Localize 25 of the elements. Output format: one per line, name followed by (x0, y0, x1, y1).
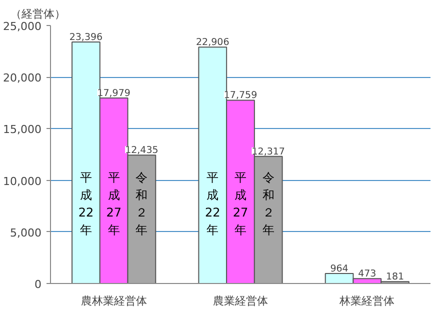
y-tick-label: 0 (34, 278, 42, 291)
y-axis-title: （経営体） (10, 8, 66, 20)
text: 平成27年 (232, 170, 248, 238)
x-tick-label: 林業経営体 (338, 294, 395, 308)
data-label: 473 (358, 268, 376, 280)
series-label: 平成22年 (205, 170, 220, 238)
data-label: 181 (386, 272, 404, 283)
data-label: 17,979 (97, 88, 130, 99)
data-label: 964 (330, 264, 348, 275)
data-label: 23,396 (69, 32, 103, 44)
data-label: 12,317 (252, 146, 285, 158)
y-tick-label: 10,000 (3, 174, 42, 188)
text: 令和２年 (136, 170, 148, 238)
y-tick-label: 5,000 (10, 226, 42, 240)
y-tick-label: 20,000 (3, 72, 42, 85)
data-label: 22,906 (196, 37, 230, 48)
series-label: 令和２年 (262, 170, 274, 238)
text: 平成22年 (78, 170, 94, 238)
x-tick-label: 農業経営体 (213, 294, 268, 308)
series-label: 平成27年 (106, 170, 122, 238)
data-label: 17,759 (224, 90, 258, 102)
x-tick-label: 農林業経営体 (80, 294, 147, 308)
data-label: 12,435 (125, 145, 158, 156)
y-tick-label: 25,000 (3, 20, 42, 33)
y-tick-label: 15,000 (3, 123, 42, 136)
